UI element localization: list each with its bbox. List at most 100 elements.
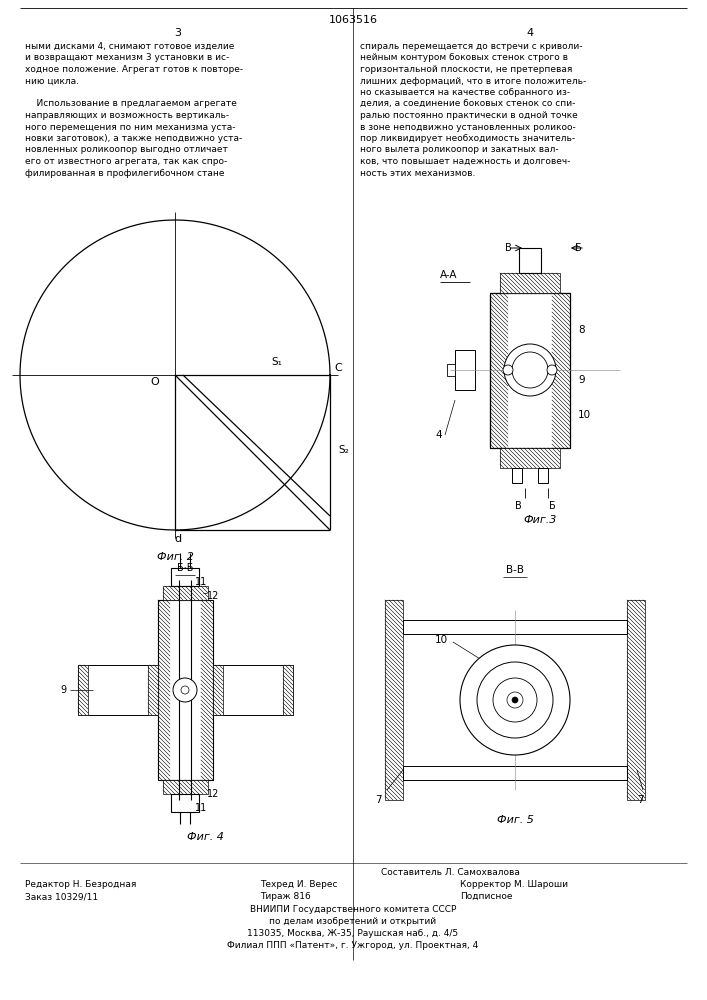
Bar (552, 293, 570, 448)
Text: ного вылета роликоопор и закатных вал-: ного вылета роликоопор и закатных вал- (360, 145, 559, 154)
Text: 9: 9 (578, 375, 585, 385)
Text: ными дисками 4, снимают готовое изделие: ными дисками 4, снимают готовое изделие (25, 42, 235, 51)
Text: В: В (506, 243, 512, 253)
Circle shape (477, 662, 553, 738)
Bar (148, 665, 158, 715)
Text: филированная в профилегибочном стане: филированная в профилегибочном стане (25, 168, 225, 178)
Text: Филиал ППП «Патент», г. Ужгород, ул. Проектная, 4: Филиал ППП «Патент», г. Ужгород, ул. Про… (228, 941, 479, 950)
Text: C: C (334, 363, 341, 373)
Bar (455, 350, 475, 390)
Text: Корректор М. Шароши: Корректор М. Шароши (460, 880, 568, 889)
Text: 10: 10 (435, 635, 448, 645)
Bar (158, 600, 213, 780)
Text: В: В (515, 501, 521, 511)
Bar (163, 586, 208, 600)
Text: но сказывается на качестве собранного из-: но сказывается на качестве собранного из… (360, 88, 570, 97)
Text: Подписное: Подписное (460, 892, 513, 901)
Circle shape (512, 352, 548, 388)
Text: Фиг. 5: Фиг. 5 (496, 815, 534, 825)
Bar (78, 665, 88, 715)
Bar (512, 468, 522, 483)
Bar (283, 665, 293, 715)
Text: 9: 9 (60, 685, 66, 695)
Bar (538, 468, 548, 483)
Text: новленных роликоопор выгодно отличает: новленных роликоопор выгодно отличает (25, 145, 228, 154)
Text: 7: 7 (637, 795, 643, 805)
Text: нейным контуром боковых стенок строго в: нейным контуром боковых стенок строго в (360, 53, 568, 62)
Text: Тираж 816: Тираж 816 (260, 892, 311, 901)
Circle shape (181, 686, 189, 694)
Bar (158, 600, 170, 780)
Circle shape (173, 678, 197, 702)
Bar (403, 620, 627, 634)
Text: 11: 11 (195, 577, 207, 587)
Bar (627, 600, 645, 800)
Text: Фиг. 2: Фиг. 2 (156, 552, 194, 562)
Circle shape (503, 365, 513, 375)
Bar (385, 600, 403, 800)
Text: ков, что повышает надежность и долговеч-: ков, что повышает надежность и долговеч- (360, 157, 571, 166)
Text: O: O (151, 377, 159, 387)
Text: 12: 12 (207, 591, 219, 601)
Text: ВНИИПИ Государственного комитета СССР: ВНИИПИ Государственного комитета СССР (250, 905, 456, 914)
Text: Заказ 10329/11: Заказ 10329/11 (25, 892, 98, 901)
Text: новки заготовок), а также неподвижно уста-: новки заготовок), а также неподвижно уст… (25, 134, 243, 143)
Text: лишних деформаций, что в итоге положитель-: лишних деформаций, что в итоге положител… (360, 77, 586, 86)
Text: в зоне неподвижно установленных роликоо-: в зоне неподвижно установленных роликоо- (360, 122, 575, 131)
Text: по делам изобретений и открытий: по делам изобретений и открытий (269, 917, 436, 926)
Text: 11: 11 (195, 803, 207, 813)
Circle shape (460, 645, 570, 755)
Circle shape (507, 692, 523, 708)
Text: Использование в предлагаемом агрегате: Использование в предлагаемом агрегате (25, 100, 237, 108)
Bar (490, 293, 570, 448)
Bar (171, 568, 199, 586)
Text: пор ликвидирует необходимость значитель-: пор ликвидирует необходимость значитель- (360, 134, 575, 143)
Bar (490, 293, 508, 448)
Text: 10: 10 (578, 410, 591, 420)
Text: Б·Б: Б·Б (177, 563, 193, 573)
Text: 3: 3 (175, 28, 182, 38)
Text: Составитель Л. Самохвалова: Составитель Л. Самохвалова (380, 868, 520, 877)
Circle shape (504, 344, 556, 396)
Text: A-A: A-A (440, 270, 457, 280)
Bar (78, 665, 158, 715)
Text: S₂: S₂ (338, 445, 349, 455)
Text: ралью постоянно практически в одной точке: ралью постоянно практически в одной точк… (360, 111, 578, 120)
Text: 8: 8 (578, 325, 585, 335)
Bar (500, 448, 560, 468)
Circle shape (547, 365, 557, 375)
Bar (500, 273, 560, 293)
Text: 4: 4 (527, 28, 534, 38)
Bar (201, 600, 213, 780)
Circle shape (512, 697, 518, 703)
Text: ходное положение. Агрегат готов к повторе-: ходное положение. Агрегат готов к повтор… (25, 65, 243, 74)
Bar (213, 665, 223, 715)
Text: Б: Б (575, 243, 582, 253)
Bar (447, 364, 455, 376)
Text: ного перемещения по ним механизма уста-: ного перемещения по ним механизма уста- (25, 122, 235, 131)
Text: нию цикла.: нию цикла. (25, 77, 79, 86)
Text: Техред И. Верес: Техред И. Верес (260, 880, 337, 889)
Text: горизонтальной плоскости, не претерпевая: горизонтальной плоскости, не претерпевая (360, 65, 573, 74)
Text: Б: Б (549, 501, 556, 511)
Text: В-В: В-В (506, 565, 524, 575)
Bar (519, 248, 541, 273)
Bar (403, 766, 627, 780)
Text: направляющих и возможность вертикаль-: направляющих и возможность вертикаль- (25, 111, 229, 120)
Circle shape (493, 678, 537, 722)
Text: его от известного агрегата, так как спро-: его от известного агрегата, так как спро… (25, 157, 227, 166)
Text: Фиг. 4: Фиг. 4 (187, 832, 223, 842)
Text: 1063516: 1063516 (329, 15, 378, 25)
Text: d: d (175, 534, 182, 544)
Text: 113035, Москва, Ж-35, Раушская наб., д. 4/5: 113035, Москва, Ж-35, Раушская наб., д. … (247, 929, 459, 938)
Text: ность этих механизмов.: ность этих механизмов. (360, 168, 475, 178)
Bar (171, 794, 199, 812)
Text: спираль перемещается до встречи с криволи-: спираль перемещается до встречи с кривол… (360, 42, 583, 51)
Text: Фиг.3: Фиг.3 (523, 515, 556, 525)
Text: S₁: S₁ (271, 357, 282, 367)
Bar (163, 780, 208, 794)
Text: и возвращают механизм 3 установки в ис-: и возвращают механизм 3 установки в ис- (25, 53, 229, 62)
Text: 12: 12 (207, 789, 219, 799)
Text: 4: 4 (435, 430, 442, 440)
Text: делия, а соединение боковых стенок со спи-: делия, а соединение боковых стенок со сп… (360, 100, 575, 108)
